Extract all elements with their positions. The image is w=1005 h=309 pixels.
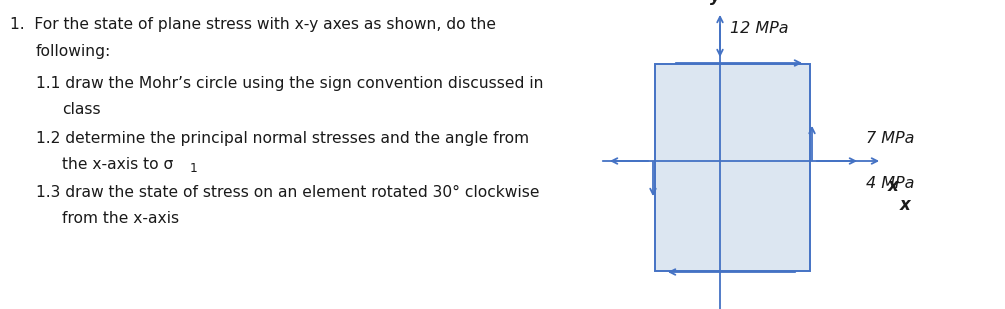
Text: y: y bbox=[710, 0, 721, 5]
Text: from the x-axis: from the x-axis bbox=[62, 211, 179, 226]
Text: following:: following: bbox=[36, 44, 112, 59]
Text: 4 MPa: 4 MPa bbox=[866, 176, 915, 191]
Text: class: class bbox=[62, 102, 100, 117]
Text: 1.2 determine the principal normal stresses and the angle from: 1.2 determine the principal normal stres… bbox=[36, 131, 529, 146]
Text: the x-axis to σ: the x-axis to σ bbox=[62, 157, 174, 172]
Text: 1: 1 bbox=[190, 163, 197, 176]
Text: 1.1 draw the Mohr’s circle using the sign convention discussed in: 1.1 draw the Mohr’s circle using the sig… bbox=[36, 76, 544, 91]
Text: 1.3 draw the state of stress on an element rotated 30° clockwise: 1.3 draw the state of stress on an eleme… bbox=[36, 185, 540, 200]
Bar bbox=[655, 64, 810, 271]
Text: x: x bbox=[888, 177, 898, 195]
Text: x: x bbox=[900, 196, 911, 214]
Text: 7 MPa: 7 MPa bbox=[866, 132, 915, 146]
Text: 12 MPa: 12 MPa bbox=[730, 22, 789, 36]
Text: 1.  For the state of plane stress with x-y axes as shown, do the: 1. For the state of plane stress with x-… bbox=[10, 17, 496, 32]
